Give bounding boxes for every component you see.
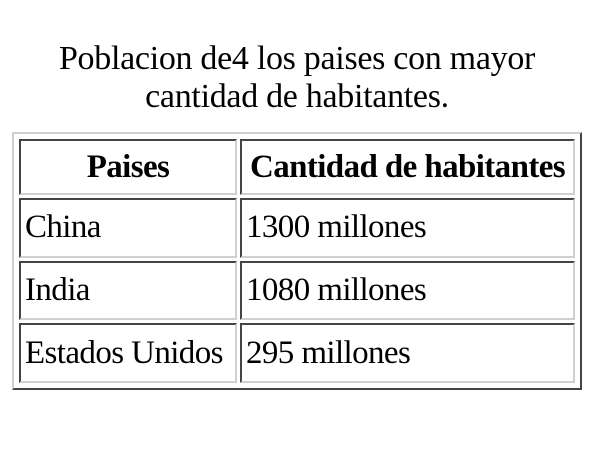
table-row: China 1300 millones: [19, 198, 575, 258]
cell-population: 1300 millones: [240, 198, 575, 258]
population-table: Paises Cantidad de habitantes China 1300…: [12, 132, 582, 390]
table-caption: Poblacion de4 los paises con mayor canti…: [12, 40, 582, 116]
cell-country: Estados Unidos: [19, 323, 237, 383]
header-cantidad: Cantidad de habitantes: [240, 139, 575, 195]
cell-country: India: [19, 260, 237, 321]
cell-population: 295 millones: [240, 323, 575, 383]
population-table-grid: Paises Cantidad de habitantes China 1300…: [16, 136, 578, 386]
cell-population: 1080 millones: [240, 260, 575, 321]
table-header-row: Paises Cantidad de habitantes: [19, 139, 575, 195]
table-row: India 1080 millones: [19, 260, 575, 321]
cell-country: China: [19, 198, 237, 258]
caption-line-1: Poblacion de4 los paises con mayor: [58, 40, 536, 77]
header-paises: Paises: [19, 139, 237, 195]
caption-line-2: cantidad de habitantes.: [145, 78, 449, 115]
table-row: Estados Unidos 295 millones: [19, 323, 575, 383]
